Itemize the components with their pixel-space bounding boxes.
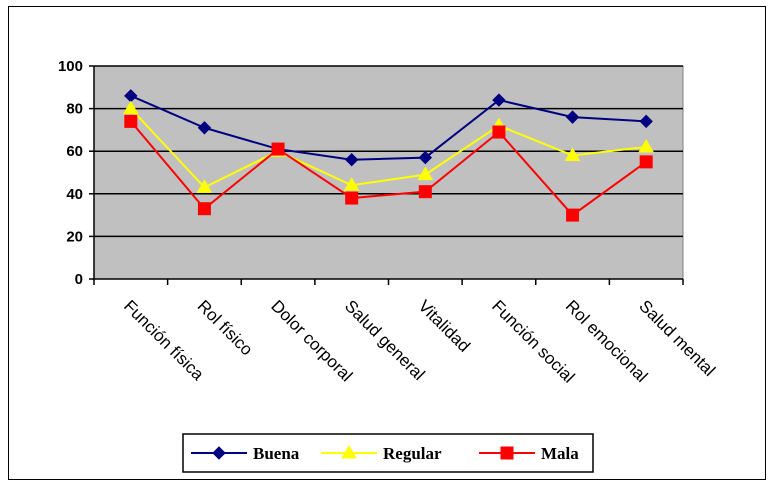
plot-area xyxy=(93,65,684,280)
data-point-mala xyxy=(418,185,432,199)
x-tick-label: Rol físico xyxy=(194,296,257,359)
x-tick-label: Salud mental xyxy=(635,296,719,380)
legend-marker-buena xyxy=(212,446,226,460)
data-point-buena xyxy=(565,110,580,124)
legend-label-mala: Mala xyxy=(541,444,579,463)
data-point-mala xyxy=(271,142,285,156)
y-tick-label: 40 xyxy=(66,186,83,203)
data-point-mala xyxy=(492,125,506,139)
data-point-regular xyxy=(196,179,213,193)
data-point-mala xyxy=(124,114,138,128)
y-tick-label: 100 xyxy=(58,58,83,75)
data-point-regular xyxy=(638,138,655,153)
legend-marker-regular xyxy=(341,445,357,459)
y-tick-label: 60 xyxy=(66,143,83,160)
data-point-regular xyxy=(417,166,434,181)
data-point-buena xyxy=(344,153,359,167)
y-tick-label: 80 xyxy=(66,101,83,118)
y-tick-label: 20 xyxy=(66,228,83,245)
y-tick-label: 0 xyxy=(75,271,83,288)
data-point-regular xyxy=(122,100,139,115)
legend-marker-mala xyxy=(500,446,514,460)
legend-label-regular: Regular xyxy=(383,444,442,463)
legend-label-buena: Buena xyxy=(253,444,300,463)
data-point-buena xyxy=(492,93,506,107)
data-point-mala xyxy=(639,155,653,169)
data-point-buena xyxy=(197,121,212,135)
data-point-regular xyxy=(564,147,581,161)
data-point-buena xyxy=(639,114,653,129)
x-tick-label: Vitalidad xyxy=(414,296,473,355)
series-line-buena xyxy=(130,94,647,161)
data-point-mala xyxy=(197,202,211,216)
series-line-mala xyxy=(130,120,647,217)
series-line-regular xyxy=(130,107,647,189)
data-point-buena xyxy=(418,150,433,165)
data-point-mala xyxy=(566,208,580,222)
data-point-mala xyxy=(345,191,359,205)
data-point-regular xyxy=(343,177,360,191)
